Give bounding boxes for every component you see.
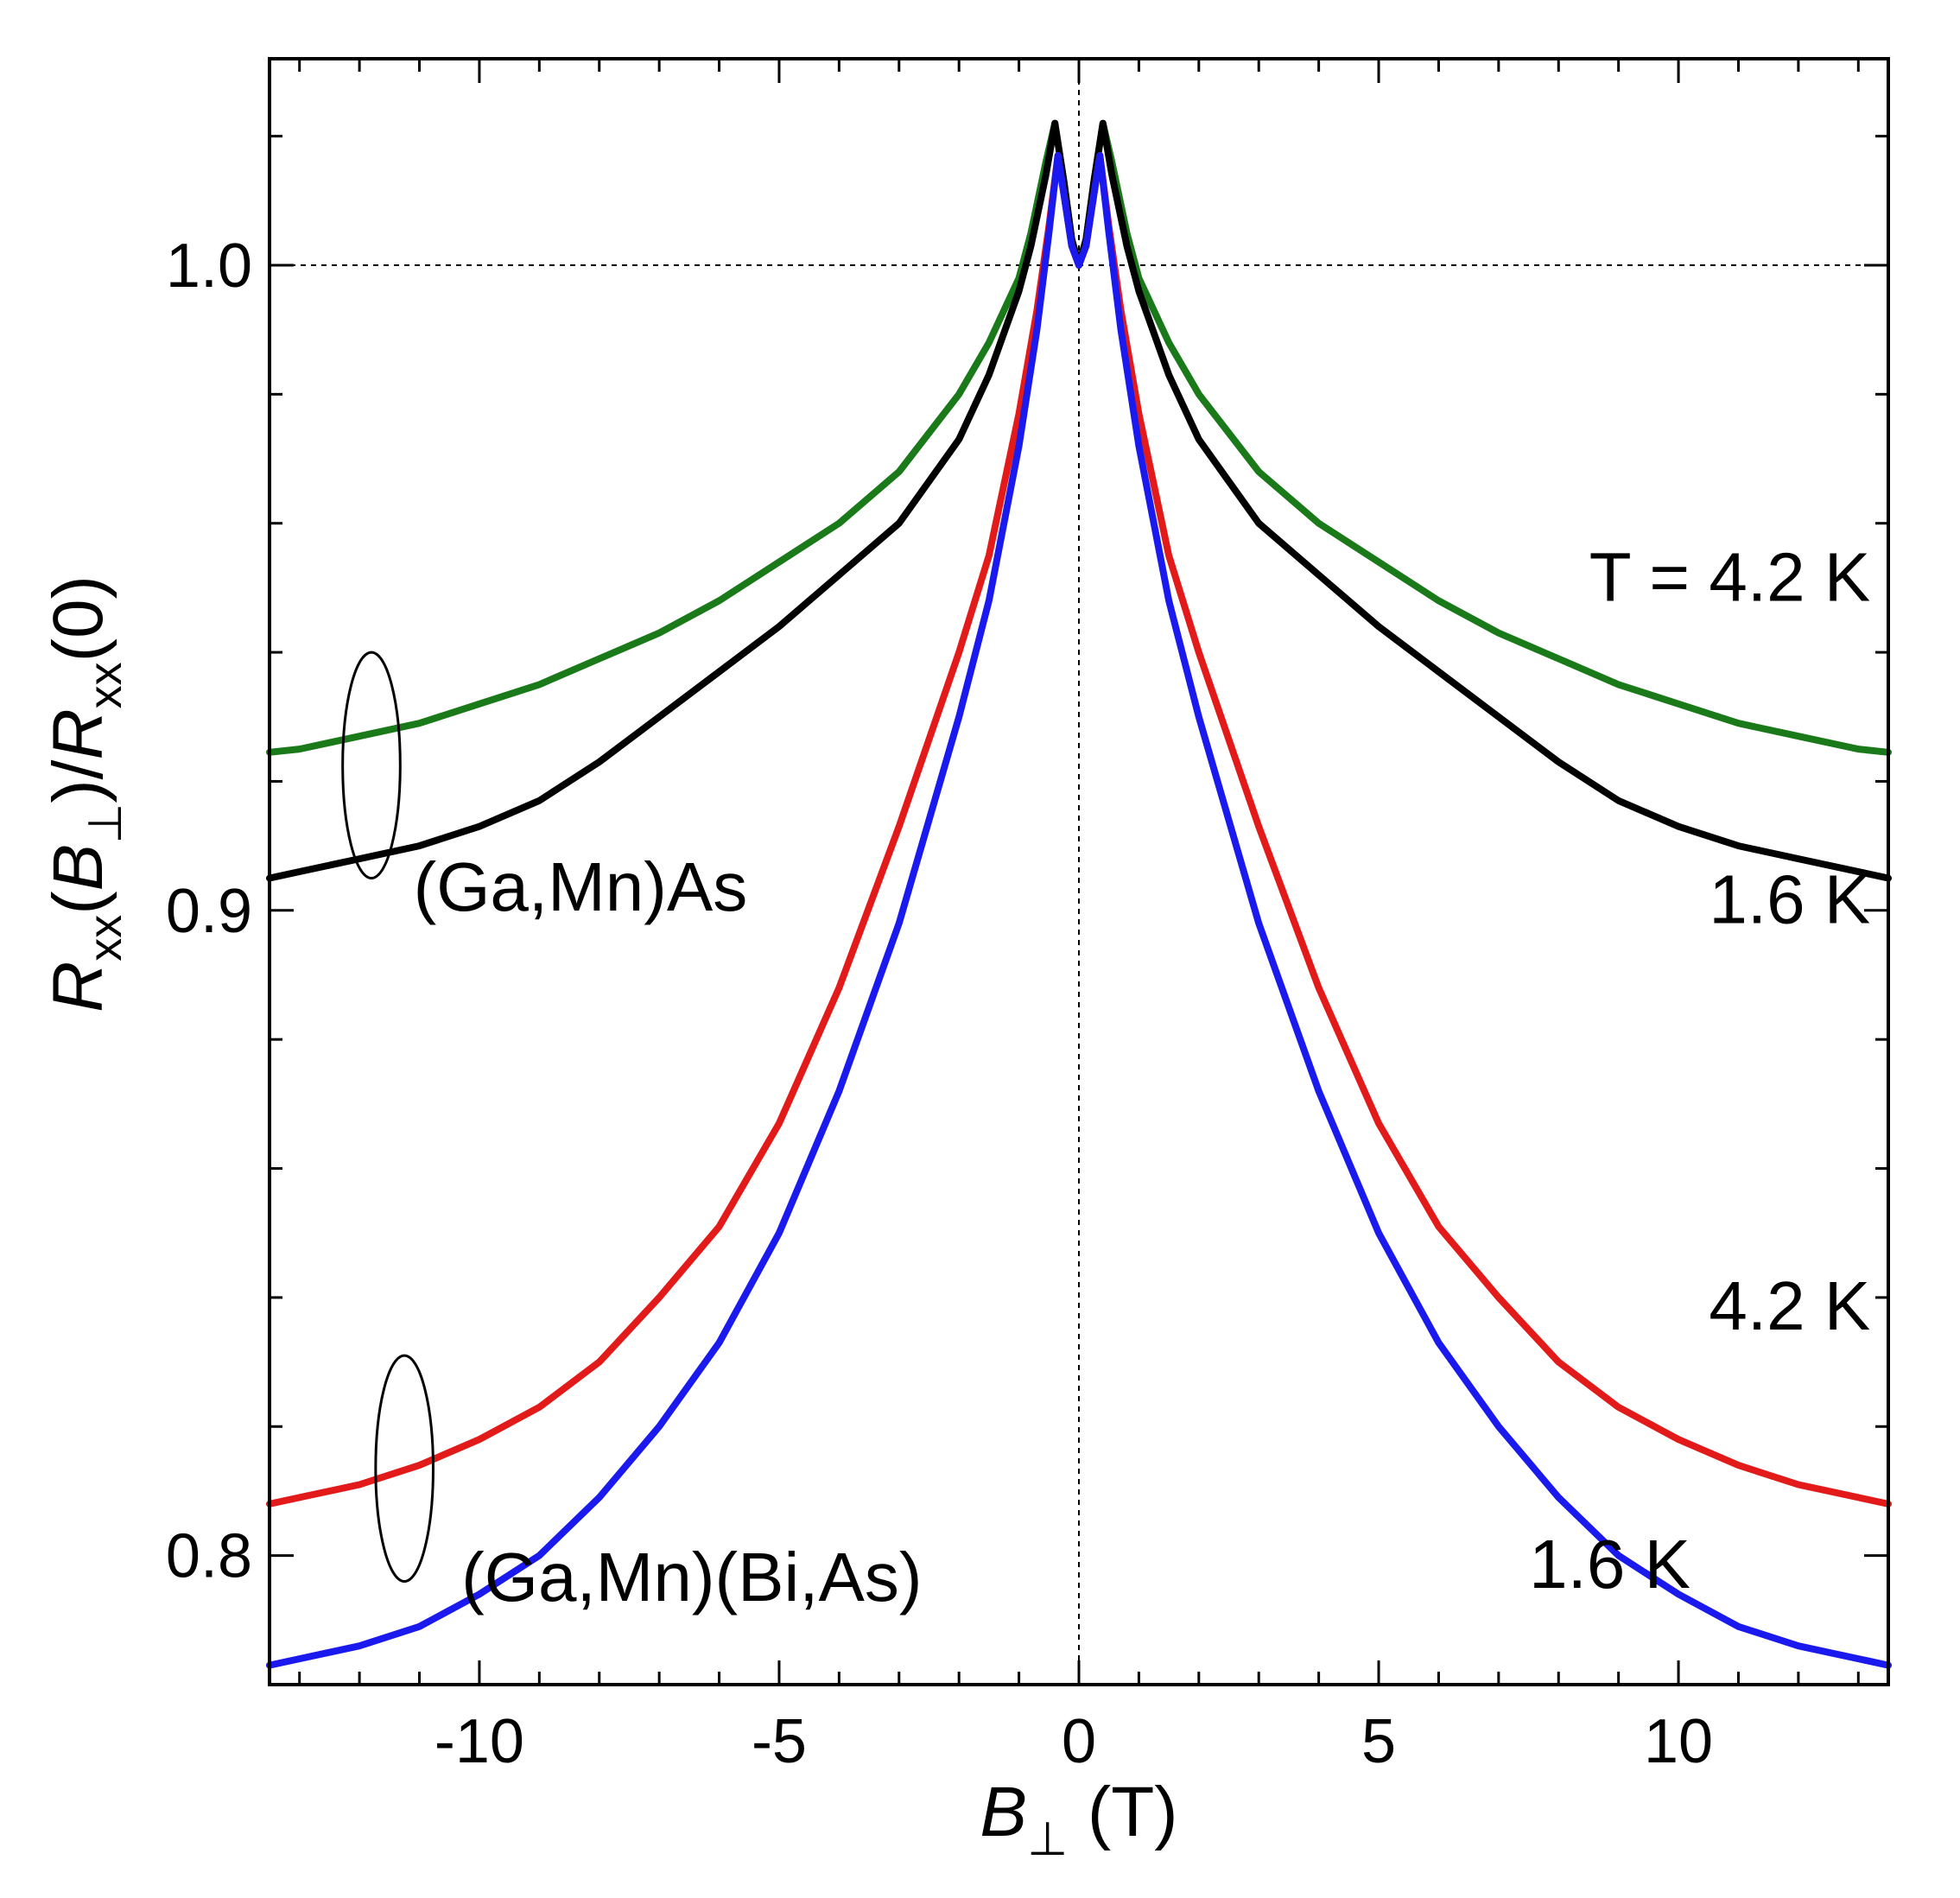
sample-ellipse-2 <box>374 1354 434 1584</box>
x-tick-label: -10 <box>434 1707 524 1776</box>
y-title-part: R <box>39 962 117 1012</box>
x-tick-label: 5 <box>1361 1707 1396 1776</box>
x-axis-title: B⊥ (T) <box>980 1773 1177 1865</box>
y-title-part: B <box>39 844 117 892</box>
x-tick-label: 10 <box>1644 1707 1713 1776</box>
y-title-part: )/ <box>39 759 117 803</box>
y-axis-title: Rxx(B⊥)/Rxx(0) <box>39 575 131 1012</box>
y-tick-label: 0.8 <box>166 1522 252 1591</box>
y-tick-label: 0.9 <box>166 877 252 946</box>
annotations: T = 4.2 K 1.6 K (Ga,Mn)As 4.2 K 1.6 K (Ga,Mn)… <box>414 538 1871 1616</box>
y-title-part: xx <box>79 915 131 962</box>
sample-ellipse-1 <box>341 651 402 879</box>
annotation-2: 1.6 K <box>1709 861 1870 938</box>
annotation-6: (Ga,Mn)(Bi,As) <box>461 1539 922 1616</box>
annotation-4: 4.2 K <box>1709 1267 1870 1344</box>
annotation-3: (Ga,Mn)As <box>414 848 748 925</box>
tick-labels: -10 -5 0 5 10 0.8 0.9 1.0 <box>166 232 1713 1776</box>
x-title-unit: (T) <box>1068 1773 1177 1851</box>
sample-ellipses <box>341 651 434 1584</box>
annotation-5: 1.6 K <box>1529 1526 1690 1603</box>
y-title-part: (0) <box>39 575 117 662</box>
y-title-part: ⊥ <box>79 803 131 844</box>
x-tick-label: -5 <box>752 1707 807 1776</box>
y-title-part: ( <box>39 891 117 914</box>
series-line-4 <box>266 152 1892 1669</box>
series-group <box>266 119 1892 1669</box>
x-title-subscript: ⊥ <box>1027 1813 1068 1865</box>
y-title-part: xx <box>79 662 131 708</box>
x-title-symbol: B <box>980 1773 1027 1851</box>
y-title-part: R <box>39 708 117 759</box>
x-tick-label: 0 <box>1062 1707 1096 1776</box>
axis-ticks <box>270 59 1888 1686</box>
annotation-1: T = 4.2 K <box>1589 538 1870 615</box>
y-tick-label: 1.0 <box>166 232 252 301</box>
